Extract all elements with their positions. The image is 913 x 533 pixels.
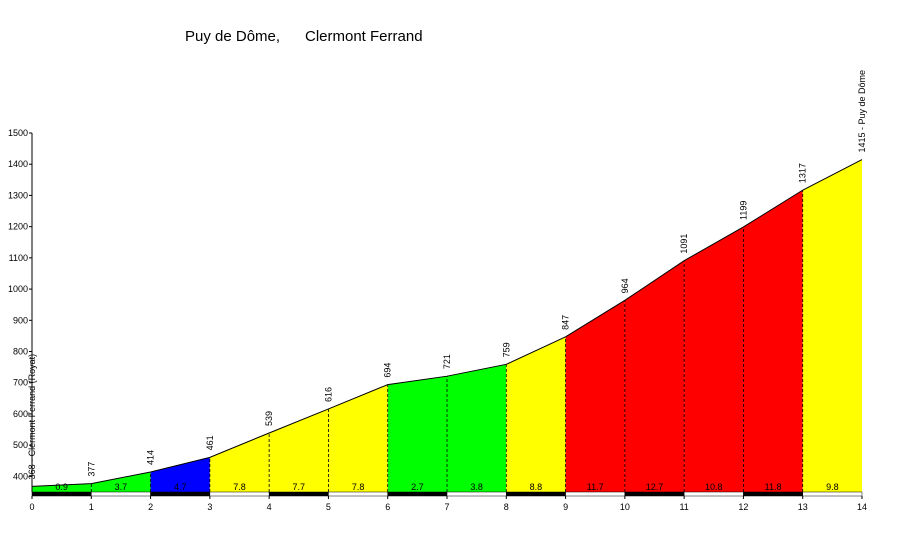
elevation-label: 694: [383, 363, 393, 378]
x-tick-label: 9: [563, 502, 568, 512]
elevation-label: 721: [442, 354, 452, 369]
segment: [624, 260, 685, 492]
y-tick-label: 1100: [9, 253, 28, 263]
y-tick-label: 1500: [8, 128, 28, 138]
x-tick-label: 4: [267, 502, 272, 512]
km-strip: [328, 491, 388, 497]
gradient-label: 3.7: [115, 482, 128, 492]
km-strip: [387, 491, 448, 497]
x-tick-label: 6: [385, 502, 390, 512]
y-tick-label: 800: [13, 347, 28, 357]
elevation-label: 1091: [679, 234, 689, 254]
km-strip: [506, 491, 566, 497]
segment: [150, 457, 210, 492]
gradient-label: 7.7: [293, 482, 306, 492]
gradient-label: 4.7: [174, 482, 187, 492]
segment: [209, 432, 270, 492]
km-strip: [31, 491, 92, 497]
km-strip: [624, 491, 685, 497]
gradient-label: 2.7: [411, 482, 424, 492]
y-tick-label: 1000: [8, 284, 28, 294]
elevation-label: 414: [146, 450, 156, 465]
segment: [802, 159, 862, 492]
elevation-label: 1199: [738, 201, 748, 220]
gradient-label: 3.8: [470, 482, 483, 492]
km-strip: [91, 491, 151, 497]
elevation-label: 1317: [798, 163, 808, 183]
km-strip: [446, 491, 507, 497]
x-tick-label: 13: [798, 502, 808, 512]
elevation-label: 759: [501, 342, 511, 357]
y-tick-label: 700: [13, 378, 28, 388]
chart-title: Clermont Ferrand: [305, 28, 423, 45]
y-tick-label: 1200: [8, 222, 28, 232]
segment: [328, 384, 388, 492]
elevation-label: 461: [205, 435, 215, 450]
segment: [506, 336, 566, 492]
x-tick-label: 0: [29, 502, 34, 512]
segment: [91, 472, 151, 492]
x-tick-label: 7: [444, 502, 449, 512]
km-strip: [209, 491, 270, 497]
x-tick-label: 11: [679, 502, 688, 512]
x-tick-label: 5: [326, 502, 331, 512]
km-strip: [565, 491, 626, 497]
gradient-label: 9.8: [826, 482, 839, 492]
x-tick-label: 14: [857, 502, 867, 512]
elevation-label: 616: [323, 387, 333, 402]
gradient-label: 10.8: [705, 482, 723, 492]
gradient-label: 11.8: [765, 482, 782, 492]
km-strip: [683, 491, 744, 497]
chart-title: Puy de Dôme,: [185, 28, 280, 45]
segment: [32, 483, 92, 492]
elevation-label: 847: [561, 315, 571, 330]
km-strip: [268, 491, 329, 497]
elevation-label: 539: [264, 411, 274, 426]
segment: [684, 226, 744, 492]
y-tick-label: 900: [13, 315, 28, 325]
x-tick-label: 12: [738, 502, 748, 512]
x-tick-label: 8: [504, 502, 509, 512]
km-strip: [802, 491, 863, 497]
elevation-label: 377: [86, 462, 96, 477]
segment: [447, 364, 507, 492]
gradient-label: 8.8: [530, 482, 543, 492]
segment: [269, 408, 329, 492]
elevation-label: 964: [620, 278, 630, 293]
y-tick-label: 600: [13, 409, 28, 419]
x-tick-label: 2: [148, 502, 153, 512]
x-tick-label: 10: [620, 502, 630, 512]
km-strip: [743, 491, 803, 497]
y-tick-label: 500: [13, 440, 28, 450]
gradient-label: 0.9: [55, 482, 68, 492]
elevation-label: 1415 - Puy de Dôme: [857, 70, 867, 153]
x-tick-label: 3: [207, 502, 212, 512]
gradient-label: 7.8: [352, 482, 365, 492]
gradient-label: 11.7: [587, 482, 604, 492]
segment: [565, 300, 625, 492]
y-tick-label: 1300: [8, 190, 28, 200]
profile-line: [31, 159, 863, 487]
y-tick-label: 1400: [8, 159, 28, 169]
y-tick-label: 400: [13, 471, 28, 481]
x-tick-label: 1: [89, 502, 94, 512]
km-strip: [150, 491, 211, 497]
gradient-label: 12.7: [646, 482, 664, 492]
gradient-label: 7.8: [233, 482, 246, 492]
segment: [743, 190, 803, 493]
segment: [387, 376, 447, 492]
